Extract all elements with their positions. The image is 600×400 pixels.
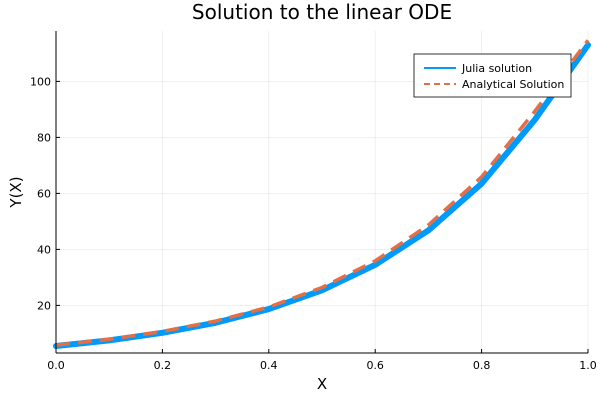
- legend-label-analytical-solution: Analytical Solution: [462, 78, 564, 91]
- y-tick-label: 20: [37, 299, 51, 312]
- series-layer: [53, 39, 591, 349]
- x-tick-label: 0.0: [47, 359, 65, 372]
- x-tick-label: 0.2: [154, 359, 172, 372]
- axes: [55, 31, 588, 354]
- x-axis-label: X: [317, 375, 327, 393]
- x-tick-label: 1.0: [579, 359, 597, 372]
- legend-label-julia-solution: Julia solution: [461, 62, 532, 75]
- grid: [55, 31, 589, 353]
- x-tick-label: 0.8: [473, 359, 491, 372]
- y-tick-label: 100: [30, 75, 51, 88]
- y-tick-label: 60: [37, 187, 51, 200]
- legend-box: [413, 53, 572, 98]
- x-tick-label: 0.4: [260, 359, 278, 372]
- legend: Julia solution Analytical Solution: [413, 53, 572, 98]
- y-tick-label: 40: [37, 243, 51, 256]
- x-tick-label: 0.6: [366, 359, 384, 372]
- chart-title: Solution to the linear ODE: [192, 0, 452, 24]
- ticks: 0.0 0.2 0.4 0.6 0.8 1.0 20 40 60 80 100: [30, 75, 597, 372]
- y-tick-label: 80: [37, 131, 51, 144]
- series-line-analytical-solution: [55, 39, 590, 347]
- y-axis-label: Y(X): [7, 176, 25, 208]
